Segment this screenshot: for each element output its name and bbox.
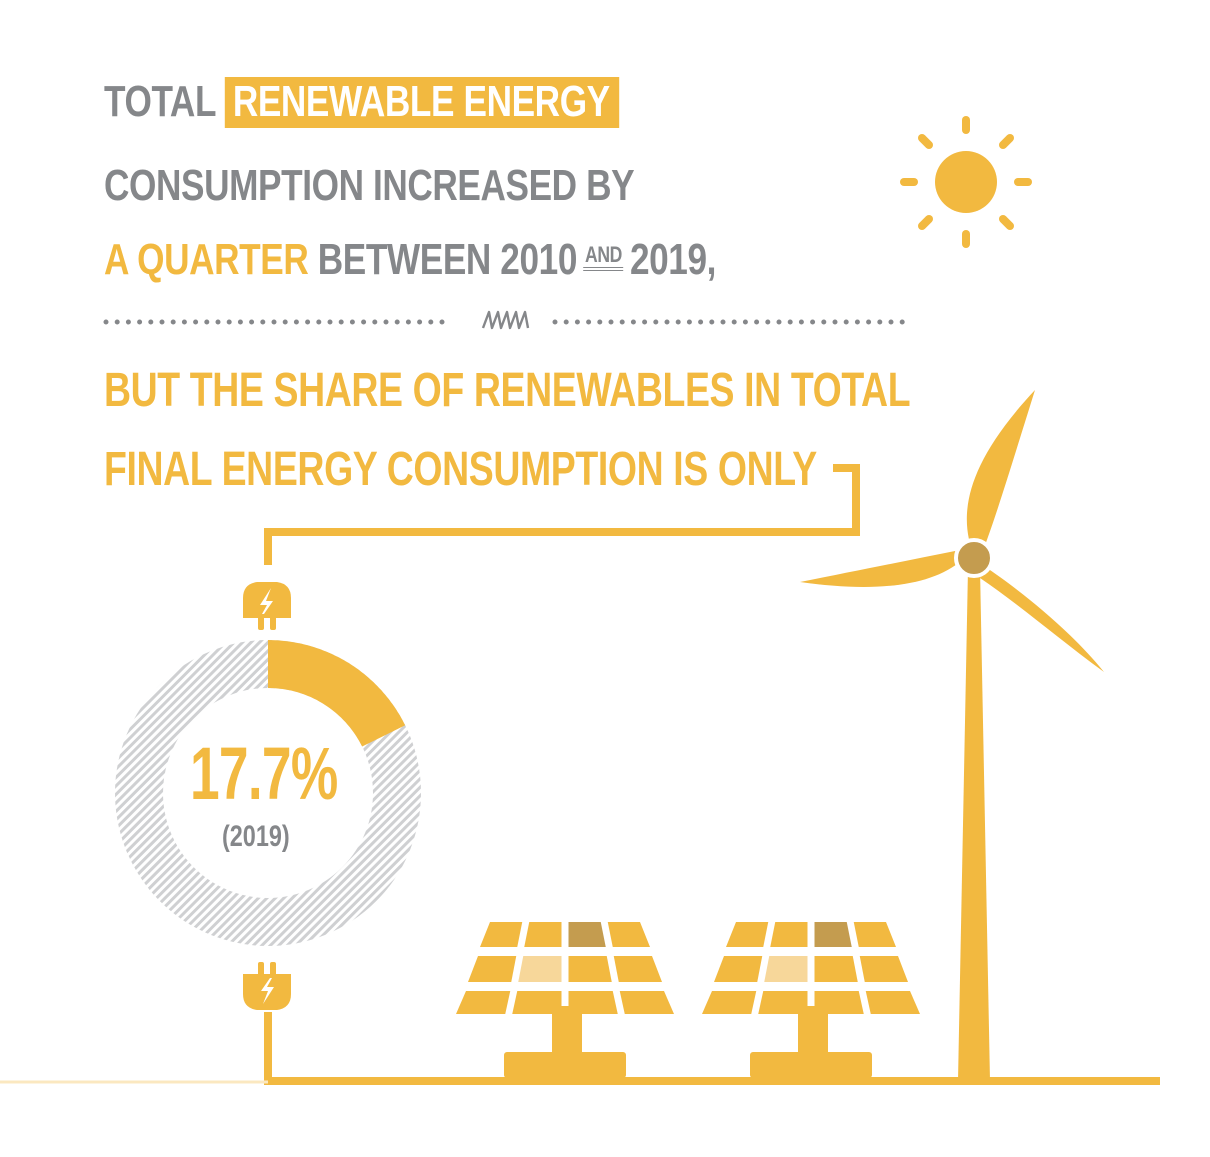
share-donut <box>115 640 421 946</box>
headline-quarter: A QUARTER <box>104 235 309 284</box>
solar-cell <box>613 956 662 982</box>
wind-turbine-icon <box>800 390 1104 1081</box>
share-value: 17.7% <box>190 732 338 815</box>
headline-and: AND <box>583 244 624 271</box>
plug-icon <box>243 582 291 630</box>
headline-line-4: BUT THE SHARE OF RENEWABLES IN TOTAL <box>104 364 911 417</box>
sun-icon <box>900 116 1032 248</box>
solar-cell <box>764 956 808 982</box>
solar-cell <box>853 922 896 947</box>
zigzag-divider-icon <box>481 310 530 330</box>
solar-cell <box>726 922 769 947</box>
solar-panel-icon <box>702 922 920 1078</box>
headline-year-end: 2019, <box>629 235 717 284</box>
solar-cell <box>456 991 511 1014</box>
solar-cell <box>568 956 612 982</box>
headline-line-5: FINAL ENERGY CONSUMPTION IS ONLY <box>104 443 817 496</box>
solar-cell <box>758 991 808 1014</box>
solar-cell <box>468 956 517 982</box>
solar-cell <box>814 956 858 982</box>
solar-cell <box>518 956 562 982</box>
solar-cell <box>865 991 920 1014</box>
solar-cell <box>814 922 852 947</box>
solar-cell <box>702 991 757 1014</box>
plug-icon <box>243 962 291 1010</box>
connector-wire-bottom <box>264 1012 1160 1085</box>
solar-cell <box>480 922 523 947</box>
donut-renewable-share <box>268 640 406 747</box>
divider <box>103 310 909 330</box>
solar-cell <box>770 922 808 947</box>
solar-cell <box>619 991 674 1014</box>
solar-panel-icon <box>456 922 674 1078</box>
headline-highlight: RENEWABLE ENERGY <box>224 77 620 128</box>
solar-cell <box>814 991 864 1014</box>
headline-line-3: A QUARTER BETWEEN 2010 AND 2019, <box>104 238 716 282</box>
headline-between: BETWEEN 2010 <box>317 235 578 284</box>
solar-cell <box>512 991 562 1014</box>
headline-total: TOTAL <box>104 77 216 126</box>
solar-cell <box>859 956 908 982</box>
headline-line-2: CONSUMPTION INCREASED BY <box>104 161 635 210</box>
share-year: (2019) <box>222 820 290 853</box>
connector-wire-top <box>264 464 860 565</box>
solar-cell <box>607 922 650 947</box>
solar-cell <box>524 922 562 947</box>
headline-line-1: TOTAL RENEWABLE ENERGY <box>104 77 620 128</box>
solar-cell <box>568 991 618 1014</box>
solar-cell <box>568 922 606 947</box>
solar-cell <box>714 956 763 982</box>
